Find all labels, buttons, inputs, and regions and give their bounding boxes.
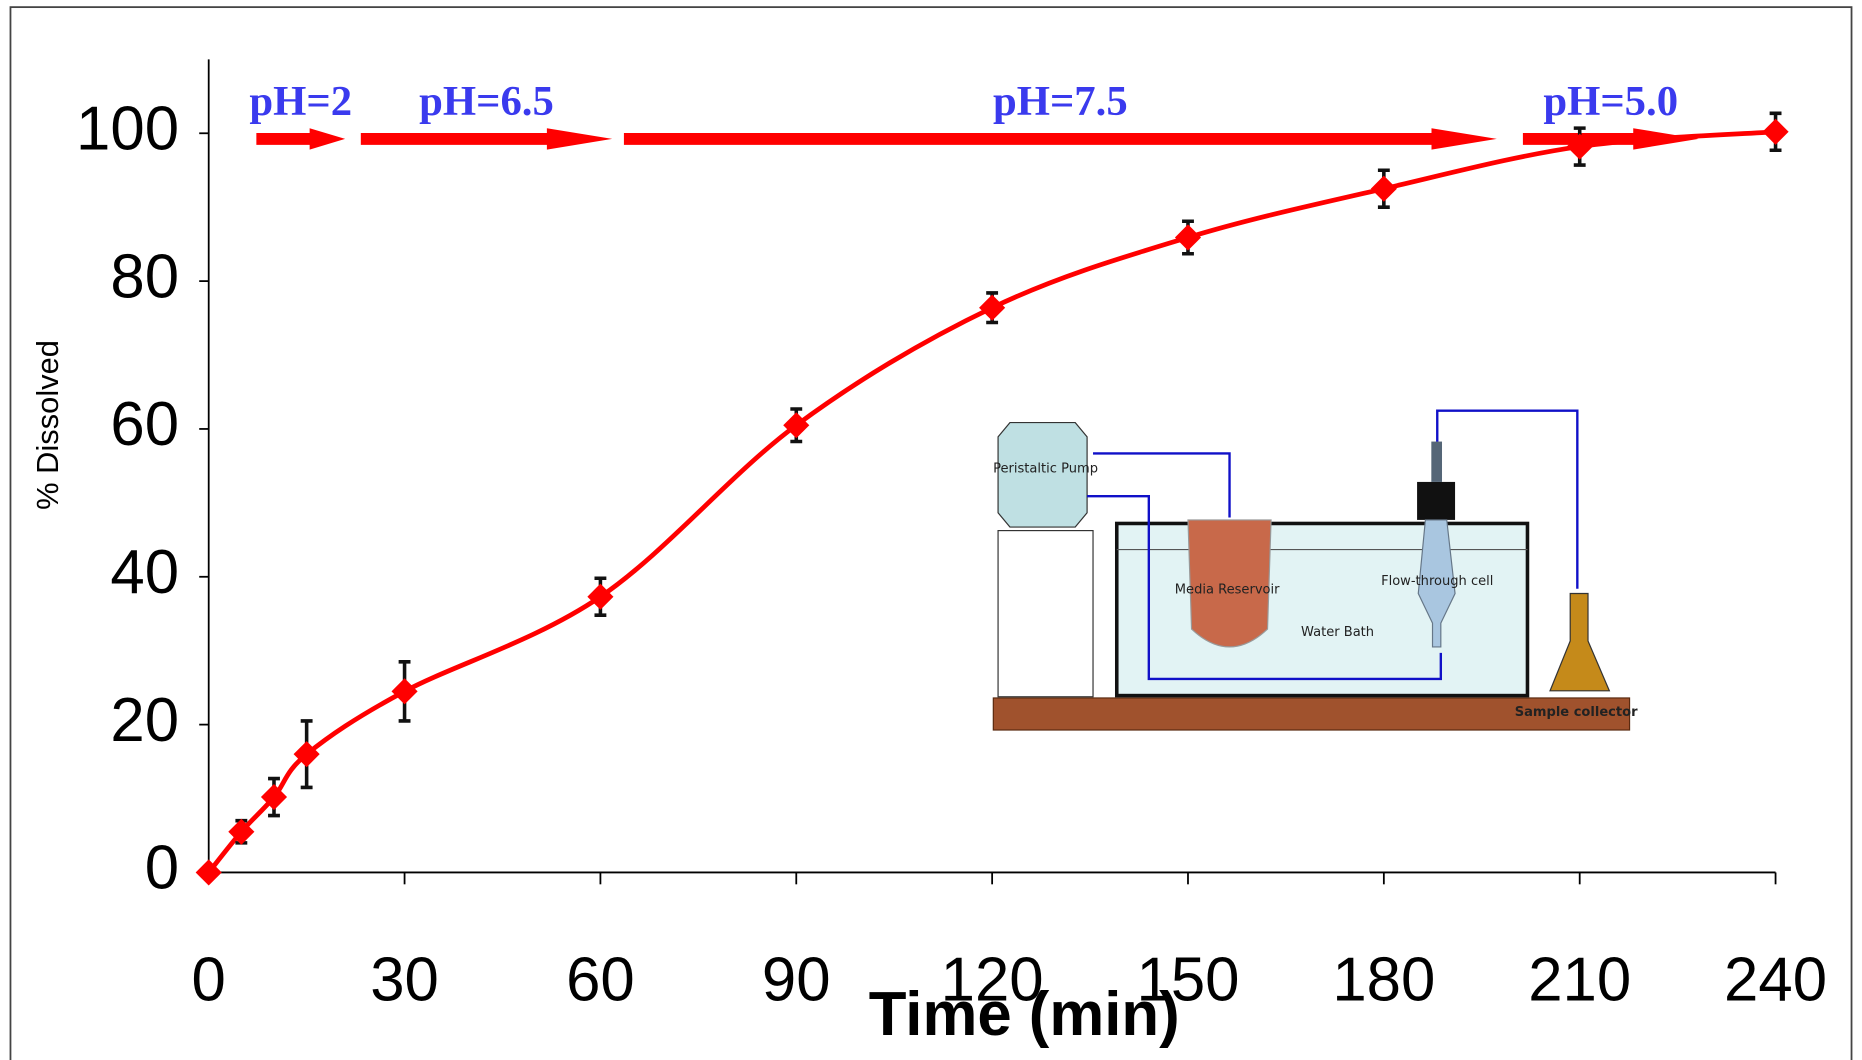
y-axis-label: % Dissolved	[30, 340, 65, 510]
marker	[1174, 224, 1202, 251]
marker	[228, 818, 255, 845]
x-tick-label: 150	[1136, 945, 1239, 1014]
y-tick-label: 60	[110, 390, 179, 459]
y-tick-label: 100	[76, 95, 179, 164]
phase-label: pH=6.5	[419, 78, 554, 125]
x-tick-label: 180	[1332, 945, 1435, 1014]
marker	[260, 783, 288, 811]
frame	[9, 6, 1853, 1060]
phase-arrow	[1522, 128, 1699, 150]
marker	[979, 294, 1006, 321]
phase-label: pH=2	[249, 78, 352, 125]
phase-label: pH=5.0	[1543, 78, 1678, 125]
x-tick-label: 240	[1724, 945, 1827, 1014]
cell	[1417, 519, 1456, 648]
pump-stand	[997, 529, 1094, 698]
cell-stem	[1431, 441, 1443, 482]
marker	[587, 583, 614, 610]
bench	[992, 697, 1631, 731]
bath-label: Water Bath	[1301, 625, 1374, 640]
marker	[293, 741, 320, 768]
x-tick-label: 210	[1528, 945, 1631, 1014]
marker	[391, 678, 418, 705]
x-tick-label: 30	[370, 945, 439, 1014]
marker	[1762, 118, 1789, 145]
y-tick-label: 20	[110, 686, 179, 755]
cell-cap	[1417, 481, 1456, 520]
phase-arrow	[360, 128, 613, 150]
reservoir	[1187, 519, 1272, 648]
pump	[997, 421, 1088, 528]
flask	[1549, 592, 1611, 692]
tubing	[1087, 409, 1579, 681]
cell-label: Flow-through cell	[1381, 574, 1493, 589]
marker	[195, 859, 222, 886]
y-tick-label: 0	[145, 834, 179, 903]
reservoir-label: Media Reservoir	[1175, 583, 1280, 598]
x-tick-label: 90	[762, 945, 831, 1014]
phase-arrow	[256, 128, 346, 150]
collector-label: Sample collector	[1515, 705, 1638, 720]
x-tick-label: 0	[192, 945, 226, 1014]
bath	[1114, 521, 1530, 698]
x-axis-label: Time (min)	[869, 980, 1180, 1049]
x-tick-label: 120	[941, 945, 1044, 1014]
y-tick-label: 80	[110, 242, 179, 311]
line	[206, 129, 1776, 874]
phase-label: pH=7.5	[993, 78, 1128, 125]
pump-label: Peristaltic Pump	[993, 461, 1098, 476]
inset-diagram: Peristaltic Pump Media Reservoir Flow-th…	[992, 403, 1638, 734]
phase-arrow	[623, 128, 1497, 150]
x-tick-label: 60	[566, 945, 635, 1014]
marker	[1370, 175, 1397, 202]
marker	[783, 412, 810, 439]
y-tick-label: 40	[110, 538, 179, 607]
